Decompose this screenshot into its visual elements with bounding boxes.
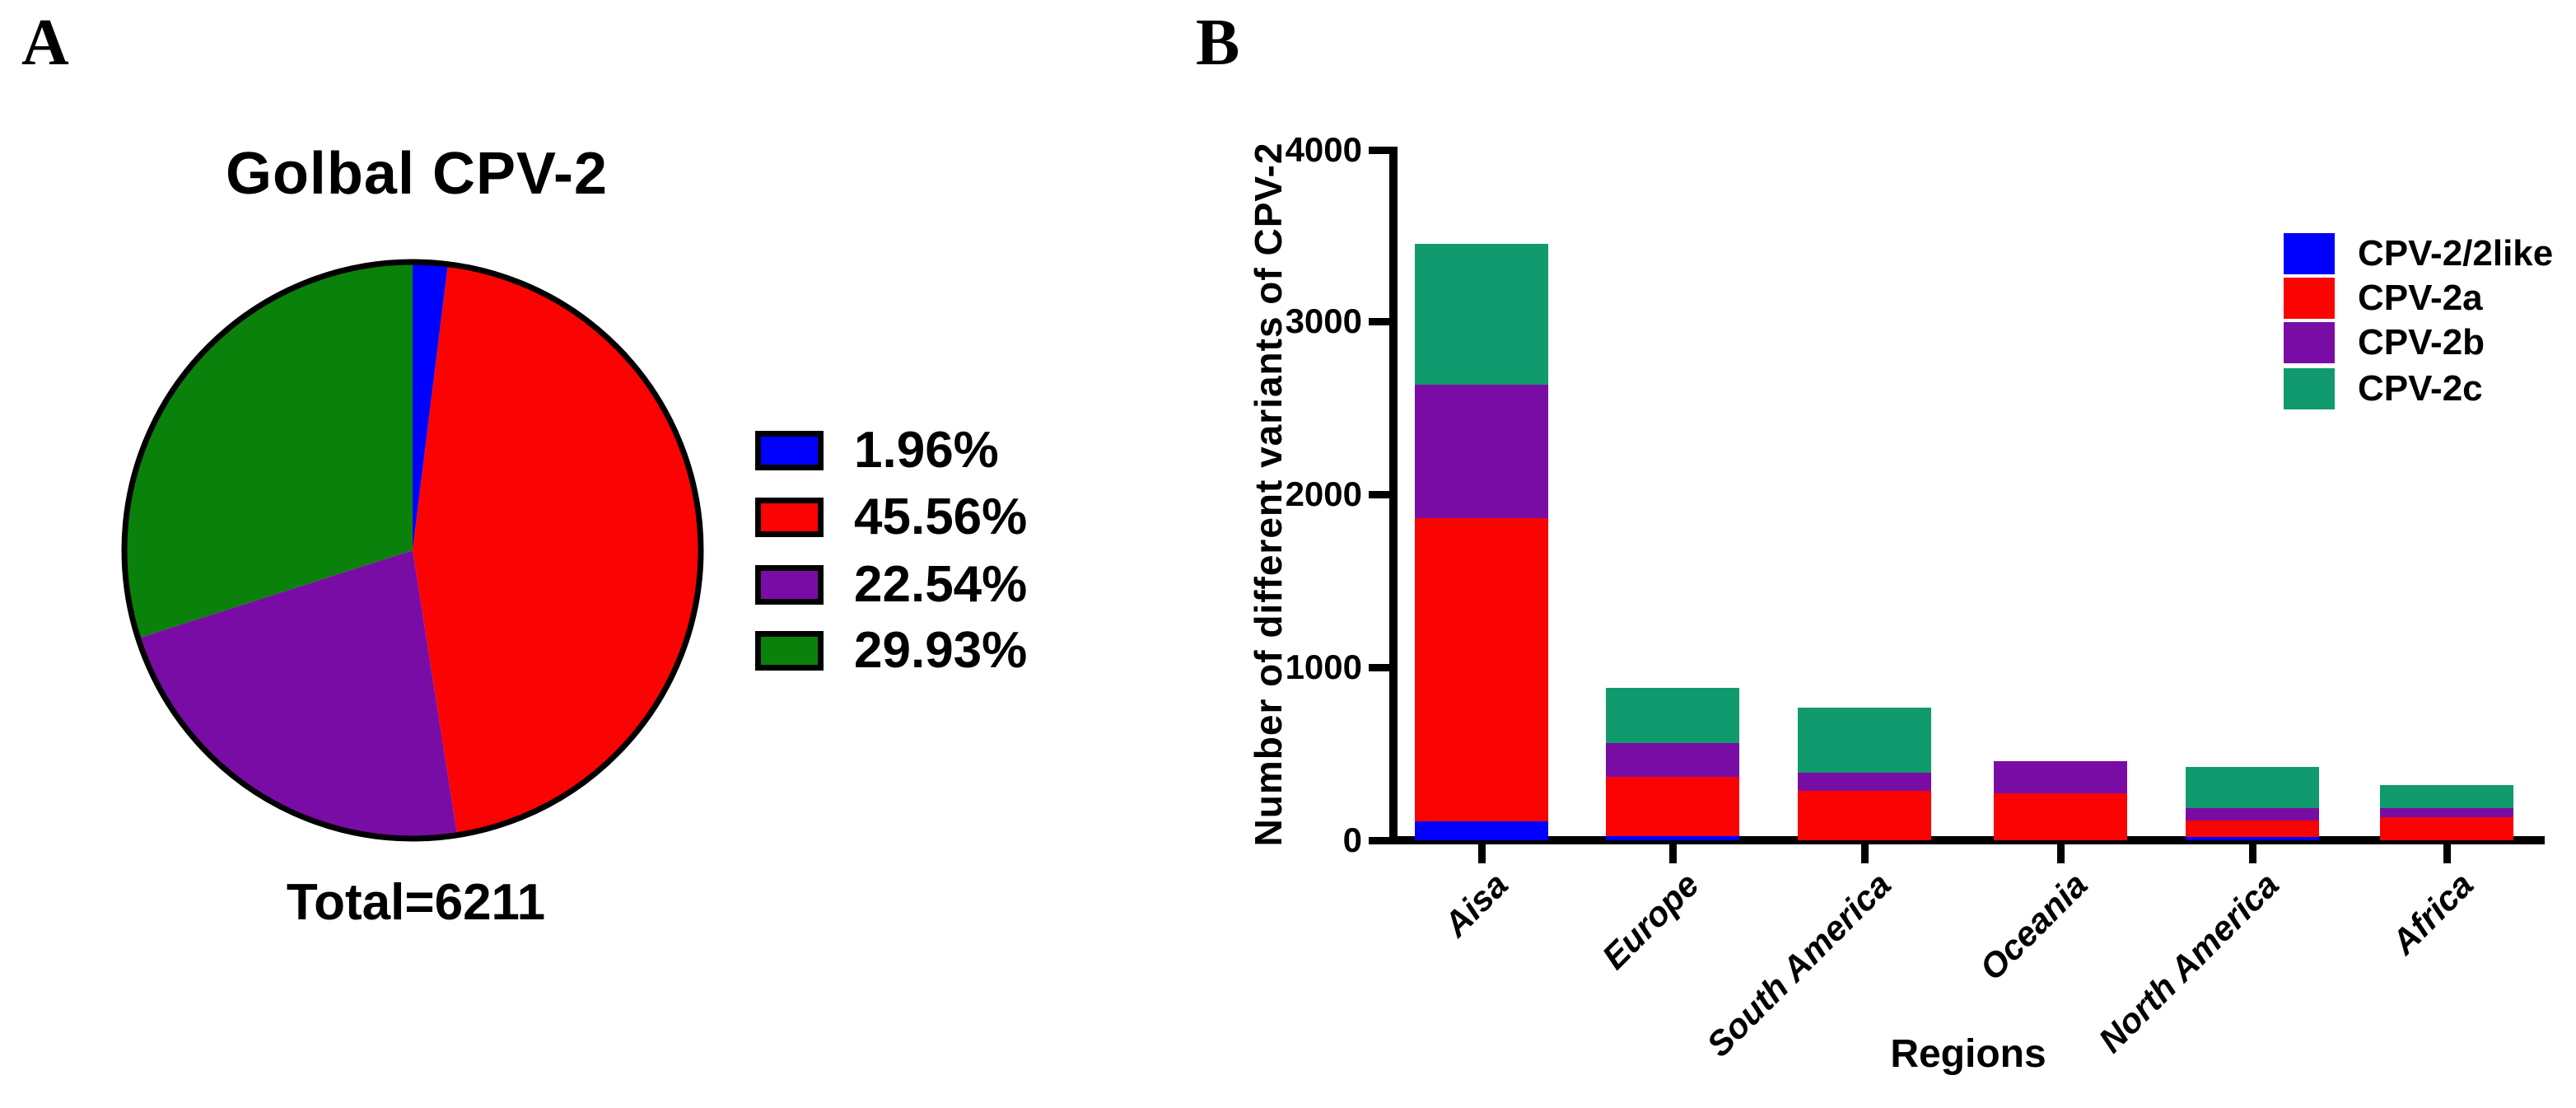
bar-segment-south-america-cpv-2b [1798, 773, 1931, 792]
x-tick-label-north-america: North America [2091, 864, 2287, 1060]
y-tick [1369, 318, 1390, 325]
pie-legend-item: 29.93% [755, 625, 1027, 676]
bar-segment-aisa-cpv-2b [1415, 384, 1548, 519]
bar-segment-europe-cpv-2b [1606, 743, 1739, 778]
bar-legend-swatch-green [2284, 368, 2335, 409]
bar-legend-item: CPV-2b [2284, 322, 2485, 363]
bar-legend-item: CPV-2a [2284, 278, 2483, 319]
pie-legend-swatch-green [755, 631, 824, 671]
bar-segment-africa-cpv-2a [2380, 816, 2513, 840]
x-tick-label-africa: Africa [2383, 864, 2481, 962]
bar-legend-label: CPV-2b [2358, 322, 2485, 362]
x-axis-line [1389, 836, 2545, 844]
bar-segment-aisa-cpv-2c [1415, 243, 1548, 385]
bar-segment-oceania-cpv-2a [1994, 793, 2127, 840]
pie-slice-2 [138, 550, 458, 839]
pie-legend-item: 22.54% [755, 559, 1027, 610]
y-tick-label: 1000 [1285, 648, 1362, 686]
pie-slice-1 [413, 264, 702, 835]
x-tick [1669, 842, 1677, 863]
y-tick-label: 0 [1342, 820, 1362, 859]
x-tick [2249, 842, 2256, 863]
pie-legend-swatch-blue [755, 431, 824, 470]
bar-segment-europe-cpv-2a [1606, 777, 1739, 836]
x-axis-title: Regions [1890, 1032, 2046, 1076]
y-axis-line [1389, 147, 1398, 844]
bar-segment-north-america-cpv-2a [2186, 820, 2319, 837]
pie-slice-0 [413, 262, 448, 550]
bar-segment-europe-cpv-2c [1606, 688, 1739, 744]
y-tick [1369, 664, 1390, 671]
bar-segment-aisa-cpv-2a [1415, 518, 1548, 821]
x-tick [2443, 842, 2451, 863]
pie-legend-swatch-purple [755, 565, 824, 605]
bar-segment-oceania-cpv-2b [1994, 761, 2127, 794]
bar-legend-swatch-purple [2284, 322, 2335, 363]
pie-legend-item: 1.96% [755, 425, 999, 476]
bar-legend-label: CPV-2/2like [2358, 233, 2554, 273]
pie-legend-label: 29.93% [854, 622, 1028, 679]
x-tick-label-oceania: Oceania [1972, 864, 2095, 988]
bar-legend-swatch-blue [2284, 233, 2335, 274]
pie-chart [121, 259, 704, 842]
x-tick [1861, 842, 1869, 863]
pie-legend-label: 1.96% [854, 422, 999, 479]
pie-legend-swatch-red [755, 498, 824, 537]
bar-legend-item: CPV-2/2like [2284, 233, 2553, 274]
bar-segment-south-america-cpv-2a [1798, 791, 1931, 840]
bar-legend-label: CPV-2c [2358, 368, 2483, 409]
y-tick-label: 3000 [1285, 302, 1362, 340]
bar-segment-africa-cpv-2c [2380, 784, 2513, 809]
bar-segment-aisa-cpv-2-2like [1415, 820, 1548, 840]
x-tick [1478, 842, 1486, 863]
x-tick [2057, 842, 2065, 863]
y-tick [1369, 837, 1390, 844]
x-tick-label-aisa: Aisa [1436, 864, 1516, 944]
y-tick [1369, 491, 1390, 498]
bar-segment-north-america-cpv-2b [2186, 808, 2319, 820]
x-tick-label-europe: Europe [1594, 864, 1707, 977]
pie-chart-title: Golbal CPV-2 [225, 141, 609, 207]
pie-legend-label: 45.56% [854, 489, 1028, 545]
bar-legend-item: CPV-2c [2284, 368, 2483, 409]
bar-legend-label: CPV-2a [2358, 278, 2483, 318]
bar-segment-europe-cpv-2-2like [1606, 835, 1739, 840]
bar-segment-africa-cpv-2b [2380, 808, 2513, 817]
pie-legend-label: 22.54% [854, 556, 1028, 613]
pie-outline [121, 259, 704, 842]
pie-slice-3 [124, 262, 413, 638]
y-tick-label: 4000 [1285, 130, 1362, 169]
bar-legend-swatch-red [2284, 278, 2335, 319]
panel-a-label: A [21, 7, 69, 79]
pie-legend-item: 45.56% [755, 492, 1027, 543]
y-tick-label: 2000 [1285, 475, 1362, 513]
bar-segment-north-america-cpv-2c [2186, 766, 2319, 809]
pie-total-label: Total=6211 [286, 874, 546, 931]
y-tick [1369, 147, 1390, 154]
bar-segment-south-america-cpv-2c [1798, 708, 1931, 774]
panel-b-label: B [1196, 7, 1240, 79]
bar-segment-north-america-cpv-2-2like [2186, 836, 2319, 840]
